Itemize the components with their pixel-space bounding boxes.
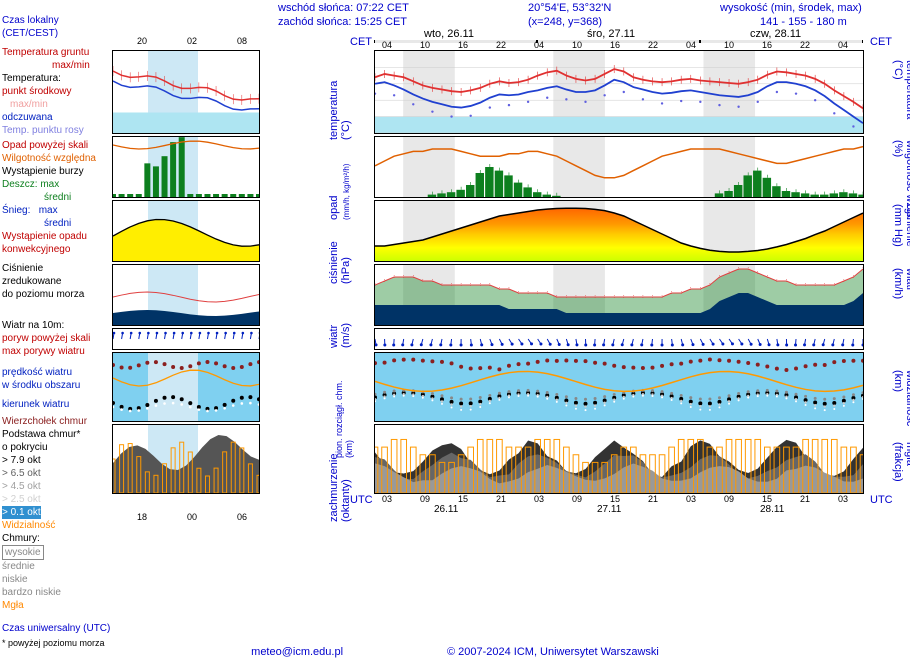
l-temp: Temperatura:: [2, 72, 112, 85]
panel-sky: 048 00.250.50.751: [374, 424, 864, 494]
l-wys: wysokie: [2, 545, 44, 560]
panel-temp: -20246 -20246: [374, 50, 864, 134]
l-nis: niskie: [2, 573, 112, 586]
l-vis: Widzialność: [2, 519, 112, 532]
l-podst: Podstawa chmur*: [2, 428, 112, 441]
l-chm: Chmury:: [2, 532, 112, 545]
panel-pressure: 10051010101510201025 754758761765769: [374, 200, 864, 262]
mini-cloud: 15.07.01.00.1 100100: [112, 352, 260, 422]
cet-right: CET: [870, 36, 892, 48]
sunrise: wschód słońca: 07:22 CET: [278, 2, 409, 14]
l-w10: Wiatr na 10m:: [2, 319, 112, 332]
l-cisn: Ciśnienie: [2, 262, 112, 275]
l-mgla: Mgła: [2, 599, 112, 612]
l-okw: Wystąpienie opadu: [2, 230, 112, 243]
vr-wiatr: wiatr(km/h): [892, 268, 910, 348]
l-maxpor: max porywy wiatru: [2, 345, 112, 358]
utc-left: UTC: [350, 494, 373, 506]
vr-mgla: mgła(frakcja): [892, 442, 910, 522]
l-burza: Wystąpienie burzy: [2, 165, 112, 178]
l-o25: > 2.5 okt: [2, 493, 112, 506]
mini-sky: 86420 10.750.50.250: [112, 424, 260, 494]
l-poz: do poziomu morza: [2, 288, 112, 301]
l-pokr: o pokryciu: [2, 441, 112, 454]
l-snieg: Śnieg:: [2, 205, 30, 216]
l-srod: w środku obszaru: [2, 379, 112, 392]
l-okw2: konwekcyjnego: [2, 243, 112, 256]
footer-email: meteo@icm.edu.pl: [251, 646, 343, 658]
l-o45: > 4.5 okt: [2, 480, 112, 493]
mini-dir: [112, 328, 260, 350]
vr-temp: temperatura(°C): [892, 60, 910, 140]
legend: Czas lokalny (CET/CEST) Temperatura grun…: [2, 14, 112, 635]
vr-vis: widzialność(km): [892, 370, 910, 450]
panel-clouds: 15.07.02.00.50.1 110100: [374, 352, 864, 422]
cet-left: CET: [350, 36, 372, 48]
l-o79: > 7.9 okt: [2, 454, 112, 467]
sunset: zachód słońca: 15:25 CET: [278, 16, 407, 28]
l-ps: punkt środkowy: [2, 85, 112, 98]
vl-wiatr: wiatr(m/s): [328, 268, 352, 348]
l-czas: Czas lokalny: [2, 14, 112, 27]
mini-precip: 2.01.51.00.50.0 9684736150: [112, 136, 260, 198]
footer-copy: © 2007-2024 ICM, Uniwersytet Warszawski: [447, 646, 659, 658]
l-tg: Temperatura gruntu: [2, 46, 112, 59]
l-czas2: (CET/CEST): [2, 27, 112, 40]
mini-wind: 20151050 72543618: [112, 264, 260, 326]
l-sr: średnie: [2, 560, 112, 573]
coords: 20°54'E, 53°32'N: [528, 2, 611, 14]
l-o01: > 0.1 okt: [2, 506, 41, 519]
l-utc: Czas uniwersalny (UTC): [2, 622, 112, 635]
main-panels: -20246 -20246 1234 7580859095100 1005101…: [374, 50, 864, 496]
footer: meteo@icm.edu.pl © 2007-2024 ICM, Uniwer…: [0, 646, 910, 658]
xy: (x=248, y=368): [528, 16, 602, 28]
utc-right: UTC: [870, 494, 893, 506]
l-wilg: Wilgotność względna: [2, 152, 112, 165]
l-deszcz: Deszcz:: [2, 179, 38, 190]
vl-temp: temperatura(°C): [328, 60, 352, 140]
l-tg2: max/min: [2, 59, 112, 72]
l-bn: bardzo niskie: [2, 586, 112, 599]
l-opad: Opad powyżej skali: [2, 139, 112, 152]
elev: 141 - 155 - 180 m: [760, 16, 847, 28]
l-sredni: średni: [2, 191, 112, 204]
l-wch: Wierzchołek chmur: [2, 415, 112, 428]
l-mm: max/min: [2, 98, 112, 111]
mini-press: 1018101610141012 1018101610141012: [112, 200, 260, 262]
elev-label: wysokość (min, środek, max): [720, 2, 862, 14]
top-axis: wto, 26.11śro, 27.11czw, 28.11 041016220…: [374, 28, 864, 50]
l-poryw: poryw powyżej skali: [2, 332, 112, 345]
l-zred: zredukowane: [2, 275, 112, 288]
l-odc: odczuwana: [2, 111, 112, 124]
l-sredni2: średni: [2, 217, 112, 230]
mini-temp: 3020100-10: [112, 50, 260, 134]
panel-direction: WSE WSE: [374, 328, 864, 350]
bottom-axis: 03091521030915210309152103 26.1127.1128.…: [374, 494, 864, 516]
vl-zach: zachmurzenie(oktanty): [328, 442, 352, 522]
l-pred: prędkość wiatru: [2, 366, 112, 379]
mini-panels: 200208 3020100-10 2.01.51.00.50.0 968473…: [112, 50, 260, 496]
panel-wind: 51015 183654: [374, 264, 864, 326]
l-o65: > 6.5 okt: [2, 467, 112, 480]
l-kier: kierunek wiatru: [2, 398, 112, 411]
panel-precip: 1234 7580859095100: [374, 136, 864, 198]
l-rosy: Temp. punktu rosy: [2, 124, 112, 137]
